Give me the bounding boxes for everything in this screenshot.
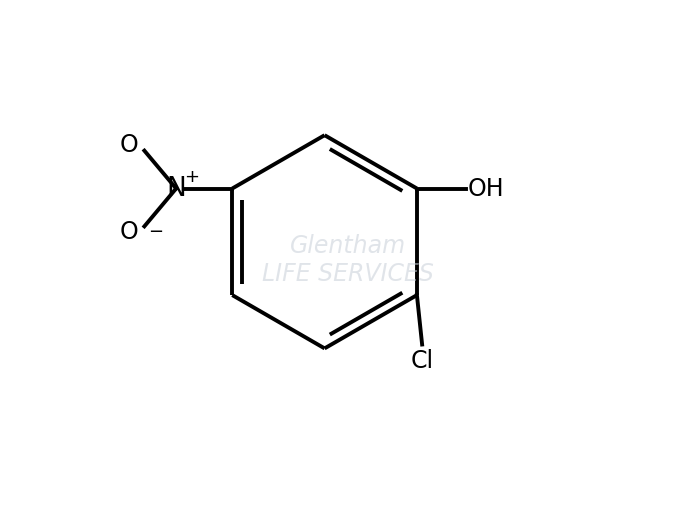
Text: Cl: Cl [411,349,434,373]
Text: N: N [166,176,186,202]
Text: +: + [184,168,199,186]
Text: O: O [120,134,138,158]
Text: −: − [148,223,164,241]
Text: OH: OH [468,176,505,201]
Text: O: O [120,219,138,243]
Text: Glentham
LIFE SERVICES: Glentham LIFE SERVICES [262,234,434,286]
